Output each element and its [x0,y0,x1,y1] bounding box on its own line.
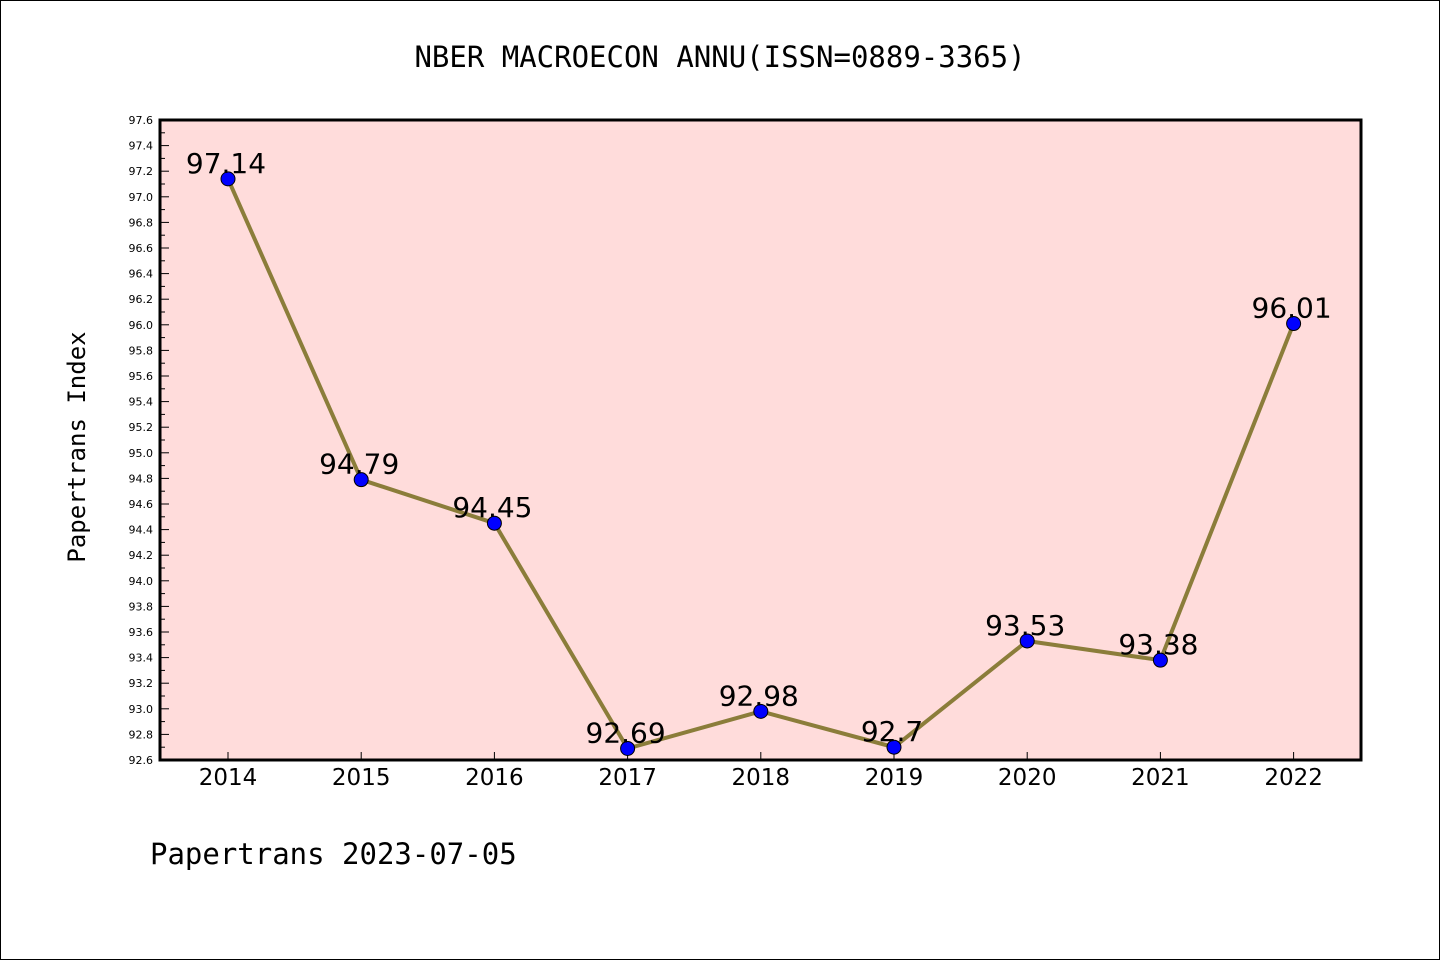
y-tick-label: 96.6 [129,242,154,255]
data-label: 92.7 [861,715,923,748]
data-label: 93.38 [1118,628,1198,661]
data-point [886,739,902,755]
data-point [753,703,769,719]
x-tick-label: 2014 [199,765,258,791]
y-tick-label: 93.4 [129,652,154,665]
y-tick-label: 94.0 [129,575,154,588]
data-label: 92.69 [586,716,666,749]
y-tick-label: 95.2 [129,421,154,434]
y-tick-label: 94.8 [129,472,154,485]
y-tick-label: 97.0 [129,191,154,204]
y-tick-label: 96.8 [129,216,154,229]
y-tick-label: 93.8 [129,600,154,613]
y-tick-label: 92.8 [129,728,154,741]
data-label: 92.98 [719,679,799,712]
y-axis-label: Papertrans Index [63,331,91,562]
data-point [1152,652,1168,668]
x-axis-ticks: 2014 2015 2016 2017 2018 2019 2020 2021 2022 [199,752,1323,791]
y-axis-ticks: 92.6 92.8 93.0 93.2 93.4 93.6 93.8 94.0 94.2 94.4… [129,114,169,767]
data-point [353,472,369,488]
data-point [220,171,236,187]
x-tick-label: 2022 [1264,765,1323,791]
y-tick-label: 97.2 [129,165,154,178]
series-layer [220,171,1302,756]
y-tick-label: 92.6 [129,754,154,767]
y-tick-label: 93.2 [129,677,154,690]
x-tick-label: 2018 [732,765,791,791]
y-tick-label: 93.6 [129,626,154,639]
data-label: 96.01 [1252,292,1332,325]
y-tick-label: 97.6 [129,114,154,127]
y-tick-label: 95.4 [129,396,154,409]
y-tick-label: 94.4 [129,524,154,537]
y-tick-label: 95.0 [129,447,154,460]
data-label: 94.79 [319,448,399,481]
y-tick-label: 96.0 [129,319,154,332]
x-tick-label: 2017 [598,765,657,791]
data-point [620,740,636,756]
data-point [1286,316,1302,332]
x-tick-label: 2020 [998,765,1057,791]
x-tick-label: 2021 [1131,765,1190,791]
data-point [486,515,502,531]
y-tick-label: 94.2 [129,549,154,562]
x-tick-label: 2019 [865,765,924,791]
chart-title: NBER MACROECON ANNU(ISSN=0889-3365) [414,40,1025,74]
data-label: 94.45 [452,491,532,524]
y-tick-label: 96.4 [129,268,154,281]
y-tick-label: 96.2 [129,293,154,306]
x-tick-label: 2016 [465,765,524,791]
y-tick-label: 95.8 [129,344,154,357]
y-tick-label: 95.6 [129,370,154,383]
plot-area [158,118,1363,762]
footer-credit: Papertrans 2023-07-05 [150,837,517,871]
y-tick-label: 94.6 [129,498,154,511]
data-label: 97.14 [186,147,266,180]
y-tick-label: 97.4 [129,140,154,153]
y-tick-label: 93.0 [129,703,154,716]
data-labels-layer: 97.14 94.79 94.45 92.69 92.98 92.7 93.53 93.38 9… [186,147,1332,750]
data-label: 93.53 [985,609,1065,642]
x-tick-label: 2015 [332,765,391,791]
data-point [1019,633,1035,649]
